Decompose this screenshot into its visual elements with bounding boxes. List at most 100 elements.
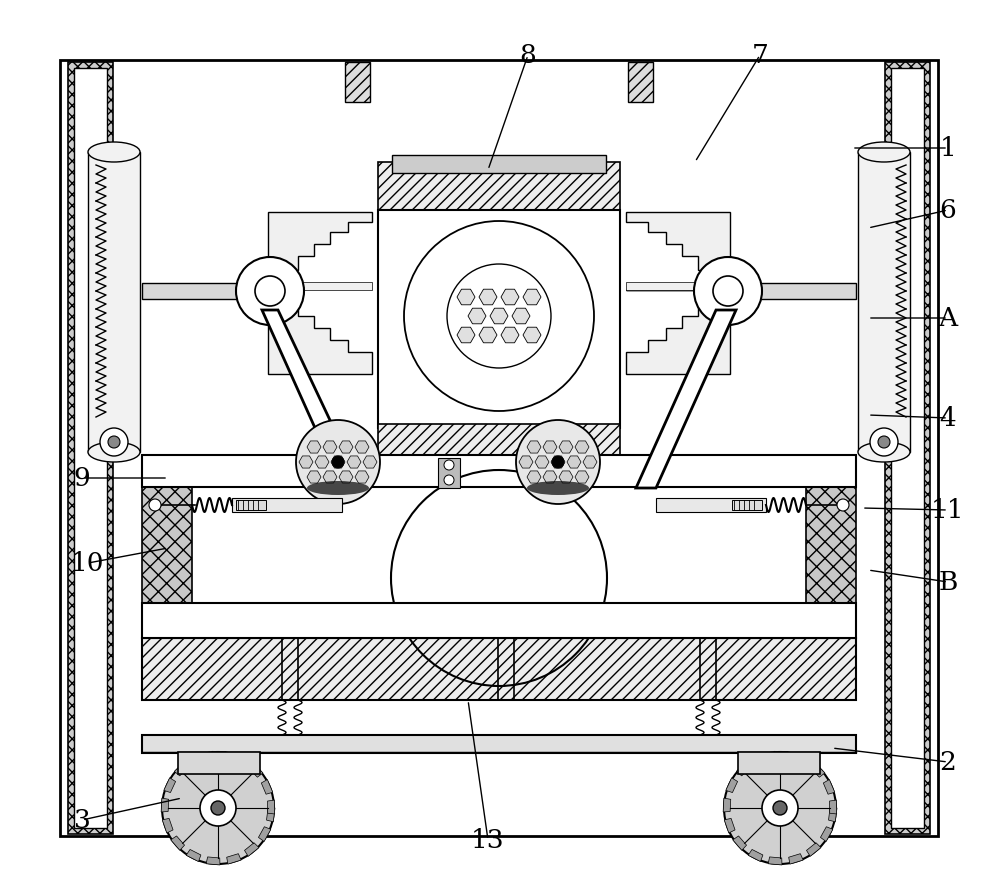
Bar	[730, 283, 856, 299]
Circle shape	[694, 257, 762, 325]
Polygon shape	[249, 763, 263, 777]
Bar	[378, 162, 620, 210]
Bar	[268, 282, 372, 290]
Polygon shape	[268, 290, 372, 374]
Circle shape	[878, 436, 890, 448]
Polygon shape	[262, 310, 362, 488]
Circle shape	[773, 801, 787, 815]
Text: 10: 10	[71, 550, 105, 575]
Polygon shape	[468, 308, 486, 323]
Polygon shape	[774, 752, 788, 759]
Bar	[885, 62, 930, 834]
Circle shape	[108, 436, 120, 448]
Ellipse shape	[88, 142, 140, 162]
Polygon shape	[299, 456, 313, 468]
Polygon shape	[823, 780, 835, 794]
Polygon shape	[261, 780, 273, 794]
Bar	[60, 60, 938, 836]
Bar	[142, 638, 856, 700]
Ellipse shape	[527, 481, 589, 495]
Text: A: A	[938, 306, 958, 331]
Text: 1: 1	[940, 135, 956, 160]
Polygon shape	[830, 800, 837, 814]
Bar	[378, 424, 620, 469]
Polygon shape	[307, 441, 321, 453]
Polygon shape	[268, 212, 372, 282]
Text: 6: 6	[940, 197, 956, 222]
Circle shape	[444, 460, 454, 470]
Polygon shape	[559, 441, 573, 453]
Circle shape	[211, 801, 225, 815]
Polygon shape	[206, 857, 220, 865]
Text: 13: 13	[471, 828, 505, 852]
Bar	[392, 155, 606, 173]
Polygon shape	[490, 308, 508, 323]
Bar	[142, 603, 856, 638]
Polygon shape	[186, 849, 201, 862]
Text: 8: 8	[520, 42, 536, 67]
Polygon shape	[331, 456, 345, 468]
Polygon shape	[583, 456, 597, 468]
Bar	[891, 68, 924, 828]
Polygon shape	[820, 827, 833, 841]
Polygon shape	[174, 762, 189, 776]
Polygon shape	[512, 308, 530, 323]
Polygon shape	[315, 456, 329, 468]
Polygon shape	[559, 471, 573, 483]
Circle shape	[762, 790, 798, 826]
Polygon shape	[789, 854, 803, 864]
Bar	[732, 500, 762, 510]
Polygon shape	[501, 289, 519, 305]
Circle shape	[724, 752, 836, 864]
Polygon shape	[164, 778, 176, 793]
Polygon shape	[244, 843, 259, 857]
Bar	[232, 498, 342, 512]
Ellipse shape	[307, 481, 369, 495]
Polygon shape	[457, 289, 475, 305]
Polygon shape	[575, 441, 589, 453]
Ellipse shape	[858, 442, 910, 462]
Polygon shape	[323, 471, 337, 483]
Polygon shape	[551, 456, 565, 468]
Polygon shape	[636, 310, 736, 488]
Text: 4: 4	[940, 406, 956, 430]
Bar	[626, 282, 730, 290]
Circle shape	[713, 276, 743, 306]
Bar	[142, 283, 268, 299]
Polygon shape	[363, 456, 377, 468]
Polygon shape	[527, 441, 541, 453]
Polygon shape	[339, 471, 353, 483]
Polygon shape	[347, 456, 361, 468]
Text: 11: 11	[931, 497, 965, 522]
Polygon shape	[355, 471, 369, 483]
Polygon shape	[339, 441, 353, 453]
Polygon shape	[535, 456, 549, 468]
Polygon shape	[232, 754, 246, 764]
Text: 3: 3	[74, 807, 90, 832]
Polygon shape	[733, 836, 747, 850]
Polygon shape	[519, 456, 533, 468]
Bar	[345, 62, 370, 102]
Polygon shape	[479, 289, 497, 305]
Polygon shape	[794, 754, 808, 764]
Bar	[858, 152, 910, 452]
Bar	[738, 752, 820, 774]
Polygon shape	[355, 441, 369, 453]
Bar	[236, 500, 266, 510]
Polygon shape	[171, 836, 185, 850]
Circle shape	[444, 475, 454, 485]
Polygon shape	[162, 818, 173, 833]
Circle shape	[404, 221, 594, 411]
Polygon shape	[258, 827, 271, 841]
Bar	[378, 210, 620, 428]
Text: B: B	[938, 570, 958, 595]
Polygon shape	[748, 849, 763, 862]
Polygon shape	[724, 818, 735, 833]
Bar	[142, 735, 856, 753]
Polygon shape	[567, 456, 581, 468]
Polygon shape	[267, 808, 275, 822]
Polygon shape	[543, 441, 557, 453]
Polygon shape	[323, 441, 337, 453]
Ellipse shape	[858, 142, 910, 162]
Circle shape	[332, 456, 344, 468]
